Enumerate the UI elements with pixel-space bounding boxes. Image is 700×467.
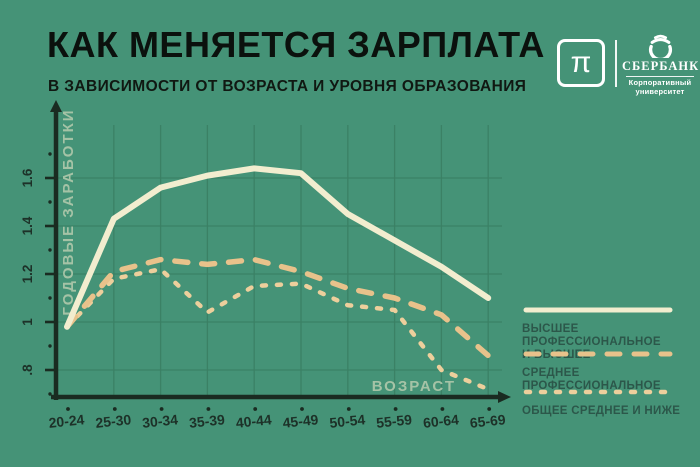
x-tick-label: 65-69 [469, 411, 506, 431]
x-tick-label: 55-59 [375, 411, 412, 431]
x-tick-label: 50-54 [329, 411, 366, 431]
y-tick-label: 1.4 [20, 216, 35, 235]
legend-swatch-short-dash-line [523, 389, 673, 395]
x-tick-label: 35-39 [188, 411, 225, 431]
series-line-short-dash [64, 266, 491, 392]
y-axis-title: ГОДОВЫЕ ЗАРАБОТКИ [60, 108, 77, 315]
x-tick-label: 60-64 [422, 411, 459, 431]
x-tick [440, 407, 445, 411]
legend-swatch-solid-line [523, 307, 673, 313]
x-tick [393, 407, 398, 411]
sberbank-emblem-icon [648, 34, 672, 58]
y-axis-arrow-icon [50, 100, 62, 112]
y-minor-tick [48, 152, 52, 156]
series-line-solid [64, 165, 492, 330]
y-minor-tick [48, 344, 52, 348]
y-tick-label: 1.6 [20, 168, 35, 187]
sberbank-name: СБЕРБАНК [622, 59, 700, 73]
page-subtitle: В ЗАВИСИМОСТИ ОТ ВОЗРАСТА И УРОВНЯ ОБРАЗ… [48, 78, 527, 95]
x-tick-label: 40-44 [235, 411, 272, 431]
x-tick-label: 45-49 [282, 411, 319, 431]
sberbank-logo: СБЕРБАНК Корпоративный университет [622, 33, 698, 96]
x-tick [253, 407, 258, 411]
legend-label: ОБЩЕЕ СРЕДНЕЕ И НИЖЕ [522, 405, 681, 417]
x-tick-label: 30-34 [141, 411, 178, 431]
page-title: КАК МЕНЯЕТСЯ ЗАРПЛАТА [47, 24, 545, 65]
x-axis-arrow-icon [498, 391, 511, 403]
logo-divider [615, 40, 617, 87]
y-tick-label: .8 [20, 364, 35, 376]
y-minor-tick [48, 392, 52, 396]
x-axis-title: ВОЗРАСТ [372, 378, 456, 395]
sberbank-university: Корпоративный университет [628, 78, 692, 96]
legend-label: СРЕДНЕЕ ПРОФЕССИОНАЛЬНОЕ [522, 367, 661, 392]
x-tick [206, 407, 211, 411]
x-tick-label: 20-24 [48, 411, 85, 431]
x-tick [300, 407, 304, 411]
y-tick-label: 1.2 [20, 265, 35, 284]
legend-entry-general-secondary: ОБЩЕЕ СРЕДНЕЕ И НИЖЕ [522, 383, 692, 418]
y-minor-tick [48, 296, 52, 300]
x-tick [487, 407, 492, 411]
legend-swatch-long-dash-line [523, 351, 673, 357]
pi-logo: π [557, 39, 605, 87]
y-tick-label: 1 [20, 318, 35, 326]
y-minor-tick [48, 248, 52, 252]
x-tick [346, 407, 351, 411]
x-tick [66, 407, 70, 411]
x-tick-label: 25-30 [95, 411, 132, 431]
sberbank-rule [626, 76, 694, 77]
series-line-long-dash [64, 256, 491, 359]
legend-entry-secondary-professional: СРЕДНЕЕ ПРОФЕССИОНАЛЬНОЕ [522, 345, 692, 393]
x-tick [112, 407, 117, 411]
x-tick [159, 407, 164, 411]
pi-symbol: π [570, 46, 592, 79]
y-minor-tick [48, 200, 52, 204]
